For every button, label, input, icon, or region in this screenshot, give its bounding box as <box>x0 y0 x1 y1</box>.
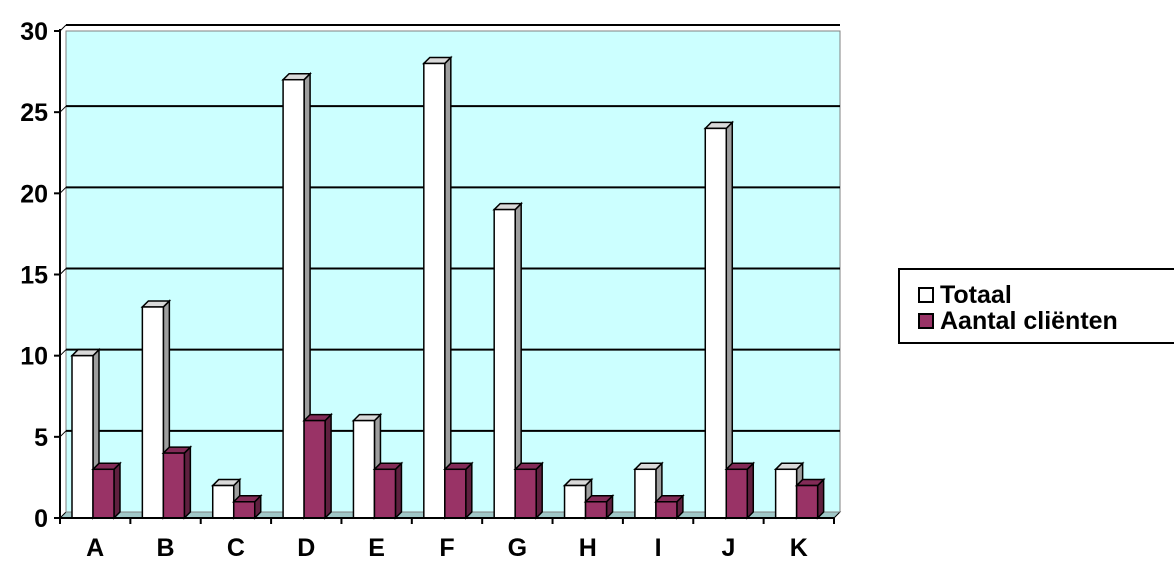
bar-top <box>161 446 193 454</box>
bar-top <box>281 72 312 81</box>
bar-front <box>232 501 256 519</box>
bar-front <box>141 306 165 519</box>
bar <box>281 71 312 520</box>
bar-side <box>324 412 332 520</box>
bar-top <box>492 202 523 211</box>
bar <box>654 493 685 520</box>
x-tick-label: E <box>368 534 385 562</box>
legend-label-aantal-clienten: Aantal cliënten <box>940 307 1118 335</box>
bar-front <box>352 419 376 519</box>
bar-top <box>351 413 383 422</box>
legend-item-totaal: Totaal <box>918 281 1012 309</box>
bars <box>70 55 826 520</box>
bar-top <box>91 462 122 471</box>
bar-top <box>703 121 735 130</box>
bar-front <box>514 468 537 519</box>
y-tick-label: 0 <box>34 505 48 533</box>
y-tick-label: 15 <box>20 262 48 290</box>
x-tick-label: C <box>227 534 245 562</box>
bar-side <box>725 120 734 520</box>
bar-side <box>465 461 473 520</box>
bar-top <box>210 478 242 487</box>
bar <box>91 461 122 520</box>
legend-swatch-aantal-clienten <box>918 313 934 329</box>
y-tick-label: 20 <box>20 180 48 208</box>
y-tick-label: 25 <box>20 99 48 127</box>
bar <box>562 477 594 520</box>
bar-top <box>422 56 453 65</box>
bar-top <box>794 478 826 487</box>
bar <box>794 477 826 520</box>
x-tick-label: B <box>157 534 175 562</box>
bar <box>422 55 453 520</box>
bar-top <box>302 413 333 422</box>
x-tick-label: F <box>439 534 454 562</box>
legend: Totaal Aantal cliënten <box>898 268 1174 344</box>
bar <box>513 461 544 520</box>
bar-front <box>774 468 798 519</box>
bar-top <box>513 462 544 471</box>
bar-front <box>211 484 235 519</box>
bar-front <box>92 468 115 519</box>
bar <box>231 493 263 520</box>
bar-front <box>655 501 678 519</box>
bar-front <box>563 484 587 519</box>
bar <box>443 461 474 520</box>
x-tick-label: D <box>297 534 315 562</box>
bar <box>583 493 615 520</box>
bar-front <box>493 208 516 519</box>
y-tick-label: 10 <box>20 343 48 371</box>
y-tick-label: 5 <box>34 424 48 452</box>
bar-top <box>231 495 263 503</box>
bar-front <box>725 468 749 519</box>
bar-top <box>724 462 756 471</box>
bar-side <box>444 55 452 520</box>
x-tick-label: G <box>508 534 527 562</box>
bar-side <box>394 461 403 520</box>
bar-top <box>562 478 594 487</box>
bar-top <box>70 348 101 357</box>
bar <box>302 412 333 520</box>
x-tick-labels: A B C D E F G H I J K <box>86 534 808 562</box>
legend-item-aantal-clienten: Aantal cliënten <box>918 307 1118 335</box>
bar-front <box>704 127 728 519</box>
bar-front <box>444 468 467 519</box>
bar-front <box>795 484 819 519</box>
bar-front <box>634 468 657 519</box>
bar-front <box>423 62 446 519</box>
x-tick-label: K <box>790 534 808 562</box>
bar <box>724 461 756 520</box>
bar-top <box>773 462 805 471</box>
bar-top <box>372 462 404 471</box>
bar-side <box>535 461 543 520</box>
bar-side <box>113 461 121 520</box>
y-tick-label: 30 <box>20 18 48 46</box>
bar-top <box>633 462 664 471</box>
axes <box>54 29 835 524</box>
bar-front <box>282 78 305 519</box>
bar-front <box>71 354 94 519</box>
bar-side <box>183 445 192 520</box>
bar-top <box>654 495 685 503</box>
x-tick-label: H <box>579 534 597 562</box>
bar <box>372 461 404 520</box>
x-tick-label: I <box>655 534 662 562</box>
y-tick-labels: 0 5 10 15 20 25 30 <box>20 18 48 533</box>
bar-front <box>162 452 186 519</box>
legend-label-totaal: Totaal <box>940 281 1012 309</box>
bar-side <box>746 461 755 520</box>
bar <box>492 201 523 520</box>
bar-top <box>443 462 474 471</box>
bar <box>161 445 193 520</box>
bar-front <box>303 419 326 519</box>
bar-front <box>584 501 608 519</box>
bar-top <box>583 495 615 503</box>
bar <box>703 120 735 520</box>
legend-swatch-totaal <box>918 287 934 303</box>
bar-front <box>373 468 397 519</box>
x-tick-label: A <box>86 534 104 562</box>
bar-top <box>140 300 172 308</box>
x-tick-label: J <box>722 534 736 562</box>
